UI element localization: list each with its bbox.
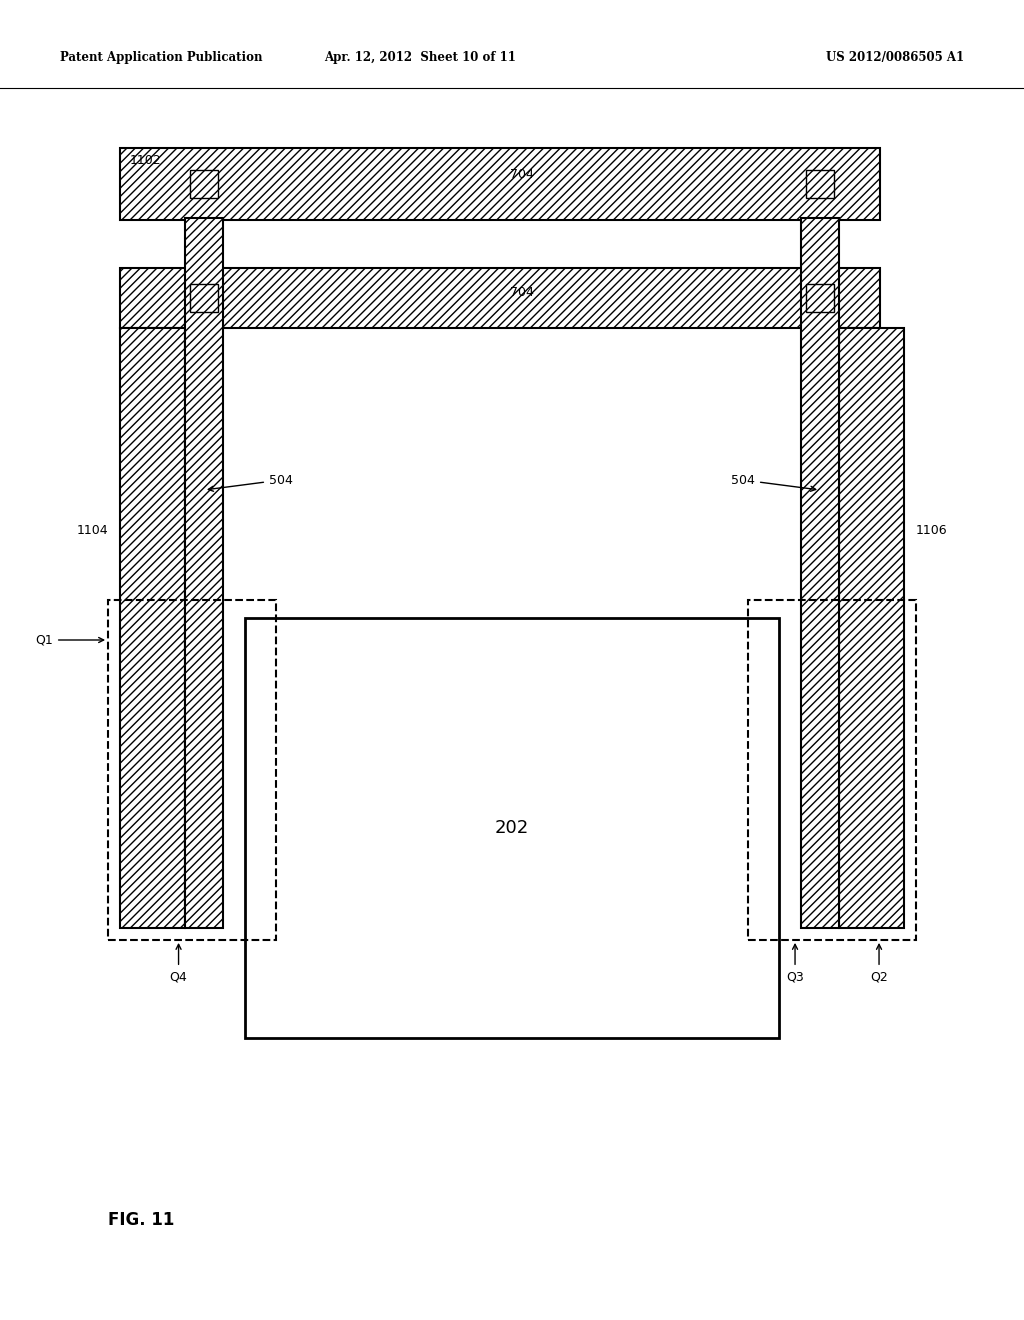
Bar [190,170,218,198]
Text: 1104: 1104 [77,524,108,536]
Text: FIG. 11: FIG. 11 [108,1210,174,1229]
Bar [185,218,223,928]
Bar [120,327,185,928]
Text: 504: 504 [731,474,816,491]
Bar [108,601,276,940]
Text: Q4: Q4 [170,944,187,983]
Text: Q1: Q1 [35,634,103,647]
Bar [120,148,880,220]
Text: 704: 704 [510,286,534,300]
Bar [190,284,218,312]
Bar [120,268,880,327]
Text: Apr. 12, 2012  Sheet 10 of 11: Apr. 12, 2012 Sheet 10 of 11 [324,51,516,65]
Text: Q2: Q2 [870,944,888,983]
Text: Patent Application Publication: Patent Application Publication [60,51,262,65]
Bar [806,284,834,312]
Bar [806,170,834,198]
Text: 1106: 1106 [916,524,947,536]
Bar [748,601,916,940]
Text: 1102: 1102 [130,153,162,166]
Bar [839,327,904,928]
Text: US 2012/0086505 A1: US 2012/0086505 A1 [826,51,964,65]
Text: 504: 504 [208,474,293,491]
Bar [245,618,779,1038]
Text: 704: 704 [510,169,534,181]
Text: Q3: Q3 [786,944,804,983]
Text: 202: 202 [495,818,529,837]
Bar [801,218,839,928]
